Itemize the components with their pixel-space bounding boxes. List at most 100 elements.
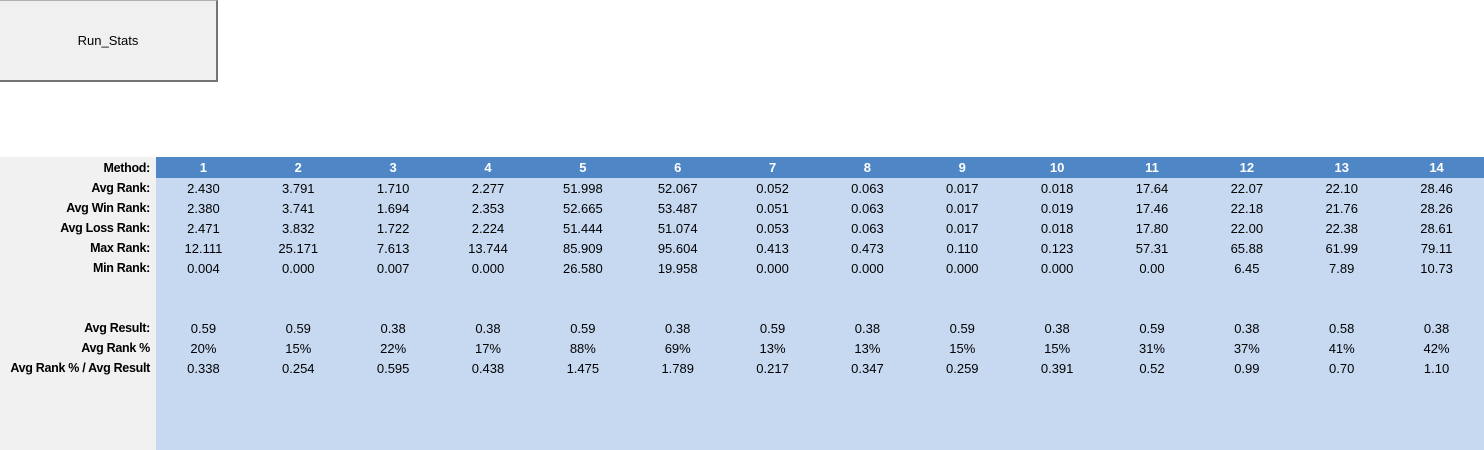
stat-cell[interactable]: 20%: [156, 338, 251, 358]
stat-cell[interactable]: 3.741: [250, 198, 346, 218]
stat-cell[interactable]: [1104, 298, 1200, 318]
method-column-header[interactable]: 12: [1199, 157, 1295, 178]
stat-cell[interactable]: 10.73: [1389, 258, 1484, 278]
stat-cell[interactable]: 0.000: [914, 258, 1010, 278]
stat-cell[interactable]: 28.26: [1389, 198, 1484, 218]
stat-cell[interactable]: 0.38: [345, 318, 441, 338]
stat-cell[interactable]: 0.004: [156, 258, 251, 278]
stat-cell[interactable]: [725, 298, 820, 318]
stat-cell[interactable]: 1.694: [345, 198, 441, 218]
stat-cell[interactable]: 2.224: [440, 218, 536, 238]
stat-cell[interactable]: 15%: [250, 338, 346, 358]
stat-cell[interactable]: 0.019: [1009, 198, 1105, 218]
stat-cell[interactable]: 0.438: [440, 358, 536, 378]
stat-cell[interactable]: 26.580: [535, 258, 631, 278]
stat-cell[interactable]: 13.744: [440, 238, 536, 258]
stat-cell[interactable]: 1.710: [345, 178, 441, 198]
stat-cell[interactable]: 0.017: [914, 198, 1010, 218]
stat-cell[interactable]: 0.338: [156, 358, 251, 378]
stat-cell[interactable]: 0.000: [250, 258, 346, 278]
stat-cell[interactable]: 88%: [535, 338, 631, 358]
stat-cell[interactable]: [250, 278, 346, 298]
row-label[interactable]: Avg Rank %: [0, 338, 156, 358]
row-label[interactable]: [0, 298, 156, 318]
stat-cell[interactable]: [1389, 278, 1484, 298]
stat-cell[interactable]: [345, 278, 441, 298]
stat-cell[interactable]: [630, 278, 726, 298]
stat-cell[interactable]: 0.053: [725, 218, 820, 238]
stat-cell[interactable]: 17.46: [1104, 198, 1200, 218]
stat-cell[interactable]: 22.18: [1199, 198, 1295, 218]
stat-cell[interactable]: 21.76: [1294, 198, 1390, 218]
stat-cell[interactable]: [1009, 298, 1105, 318]
stat-cell[interactable]: 0.00: [1104, 258, 1200, 278]
row-label[interactable]: Avg Result:: [0, 318, 156, 338]
method-row-label[interactable]: Method:: [0, 157, 156, 178]
stat-cell[interactable]: 0.38: [1389, 318, 1484, 338]
stat-cell[interactable]: 0.59: [914, 318, 1010, 338]
stat-cell[interactable]: 0.59: [725, 318, 820, 338]
stat-cell[interactable]: 0.99: [1199, 358, 1295, 378]
stat-cell[interactable]: 13%: [819, 338, 915, 358]
stat-cell[interactable]: 19.958: [630, 258, 726, 278]
stat-cell[interactable]: [819, 298, 915, 318]
stat-cell[interactable]: 0.110: [914, 238, 1010, 258]
stat-cell[interactable]: 0.254: [250, 358, 346, 378]
stat-cell[interactable]: [819, 278, 915, 298]
stat-cell[interactable]: 0.413: [725, 238, 820, 258]
stat-cell[interactable]: 0.000: [440, 258, 536, 278]
stat-cell[interactable]: 0.58: [1294, 318, 1390, 338]
stat-cell[interactable]: 0.59: [1104, 318, 1200, 338]
stat-cell[interactable]: 22.10: [1294, 178, 1390, 198]
stat-cell[interactable]: 0.000: [725, 258, 820, 278]
stat-cell[interactable]: 51.998: [535, 178, 631, 198]
stat-cell[interactable]: 1.10: [1389, 358, 1484, 378]
stat-cell[interactable]: 0.017: [914, 218, 1010, 238]
stat-cell[interactable]: [1294, 278, 1390, 298]
stat-cell[interactable]: 0.59: [250, 318, 346, 338]
stat-cell[interactable]: 1.789: [630, 358, 726, 378]
stat-cell[interactable]: 85.909: [535, 238, 631, 258]
stat-cell[interactable]: 22%: [345, 338, 441, 358]
stat-cell[interactable]: [535, 298, 631, 318]
method-column-header[interactable]: 14: [1389, 157, 1484, 178]
stat-cell[interactable]: 2.353: [440, 198, 536, 218]
stat-cell[interactable]: 1.722: [345, 218, 441, 238]
stat-cell[interactable]: 2.380: [156, 198, 251, 218]
stat-cell[interactable]: [1199, 298, 1295, 318]
stat-cell[interactable]: 2.277: [440, 178, 536, 198]
stat-cell[interactable]: 7.89: [1294, 258, 1390, 278]
stat-cell[interactable]: 0.123: [1009, 238, 1105, 258]
stat-cell[interactable]: 41%: [1294, 338, 1390, 358]
method-column-header[interactable]: 3: [345, 157, 441, 178]
row-label[interactable]: Avg Rank:: [0, 178, 156, 198]
stat-cell[interactable]: [1104, 278, 1200, 298]
stat-cell[interactable]: 0.259: [914, 358, 1010, 378]
row-label[interactable]: Avg Rank % / Avg Result: [0, 358, 156, 378]
stat-cell[interactable]: [725, 278, 820, 298]
stat-cell[interactable]: 25.171: [250, 238, 346, 258]
stat-cell[interactable]: 2.430: [156, 178, 251, 198]
stat-cell[interactable]: 51.444: [535, 218, 631, 238]
stat-cell[interactable]: 22.07: [1199, 178, 1295, 198]
stat-cell[interactable]: 22.00: [1199, 218, 1295, 238]
stat-cell[interactable]: [535, 278, 631, 298]
run-stats-button[interactable]: Run_Stats: [0, 0, 218, 82]
stat-cell[interactable]: 52.665: [535, 198, 631, 218]
stat-cell[interactable]: 95.604: [630, 238, 726, 258]
stat-cell[interactable]: 0.017: [914, 178, 1010, 198]
stat-cell[interactable]: 0.38: [1009, 318, 1105, 338]
stat-cell[interactable]: 0.063: [819, 178, 915, 198]
stat-cell[interactable]: 0.38: [819, 318, 915, 338]
stat-cell[interactable]: 0.391: [1009, 358, 1105, 378]
stat-cell[interactable]: 0.595: [345, 358, 441, 378]
stat-cell[interactable]: 53.487: [630, 198, 726, 218]
method-column-header[interactable]: 9: [914, 157, 1010, 178]
stat-cell[interactable]: 51.074: [630, 218, 726, 238]
stat-cell[interactable]: 65.88: [1199, 238, 1295, 258]
stat-cell[interactable]: 52.067: [630, 178, 726, 198]
method-column-header[interactable]: 8: [819, 157, 915, 178]
stat-cell[interactable]: 17%: [440, 338, 536, 358]
stat-cell[interactable]: 0.59: [535, 318, 631, 338]
stat-cell[interactable]: [914, 298, 1010, 318]
